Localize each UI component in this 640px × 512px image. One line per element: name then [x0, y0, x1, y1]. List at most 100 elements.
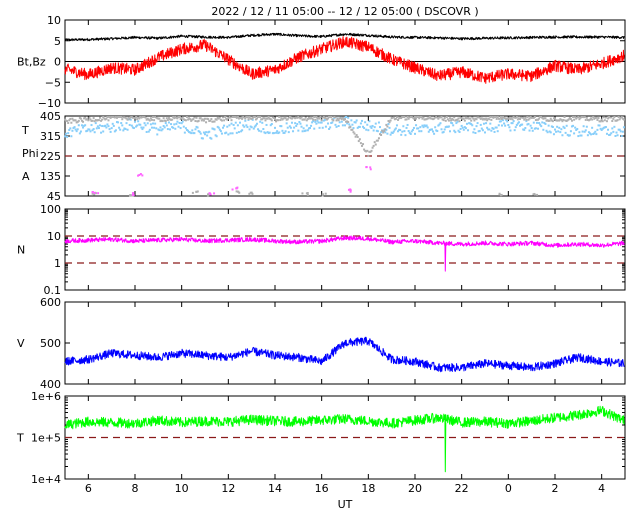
scatter-point-theta	[229, 132, 232, 135]
scatter-point-phi	[68, 119, 71, 122]
scatter-point-theta	[611, 127, 614, 130]
scatter-point-phi	[538, 117, 541, 120]
scatter-point-phi	[113, 116, 116, 119]
scatter-point-phi	[533, 193, 536, 196]
scatter-point-phi	[192, 118, 195, 121]
scatter-point-theta	[602, 126, 605, 129]
scatter-point-phi	[544, 117, 547, 120]
scatter-point-phi	[490, 118, 493, 121]
scatter-point-theta	[438, 123, 441, 126]
scatter-point-theta	[471, 124, 474, 127]
scatter-point-theta	[92, 128, 95, 131]
scatter-point-phi	[428, 116, 431, 118]
scatter-point-phi	[190, 119, 193, 122]
scatter-point-phi	[82, 120, 85, 123]
scatter-point-phi	[510, 116, 513, 119]
scatter-point-theta	[465, 122, 468, 125]
scatter-point-theta	[508, 126, 511, 129]
scatter-point-phi	[498, 117, 501, 120]
scatter-point-theta	[287, 131, 290, 134]
scatter-point-phi	[504, 117, 507, 120]
y-tick-label: 1e+4	[31, 473, 61, 486]
x-tick-label: 18	[361, 482, 375, 495]
scatter-point-theta	[574, 126, 577, 129]
scatter-point-phi	[408, 116, 411, 119]
scatter-point-phi	[325, 118, 328, 121]
scatter-point-phi	[462, 117, 465, 120]
scatter-point-theta	[288, 125, 291, 128]
scatter-point-phi	[251, 192, 254, 195]
scatter-point-theta	[531, 129, 534, 132]
scatter-point-theta	[198, 130, 201, 133]
scatter-point-theta	[454, 131, 457, 134]
scatter-point-theta	[520, 123, 523, 126]
scatter-point-theta	[612, 130, 615, 133]
scatter-point-phi	[290, 117, 293, 120]
scatter-point-phi	[279, 119, 282, 122]
scatter-point-theta	[392, 130, 395, 133]
y-tick-label: 1e+5	[31, 432, 61, 445]
scatter-point-phi	[301, 192, 304, 195]
scatter-point-phi	[498, 192, 501, 195]
scatter-point-phi	[196, 190, 199, 193]
scatter-point-theta	[475, 125, 478, 128]
y-tick-label: 500	[40, 337, 61, 350]
scatter-point-theta	[533, 127, 536, 130]
scatter-point-theta	[181, 120, 184, 123]
scatter-point-phi	[590, 117, 593, 120]
scatter-point-phi	[333, 116, 336, 119]
scatter-point-theta	[429, 128, 432, 131]
scatter-point-phi	[165, 117, 168, 120]
scatter-point-phi	[523, 118, 526, 121]
scatter-point-phi	[371, 146, 374, 149]
scatter-point-phi	[230, 119, 233, 122]
scatter-point-theta	[293, 126, 296, 129]
scatter-point-theta	[562, 125, 565, 128]
scatter-point-theta	[601, 127, 604, 130]
scatter-point-phi	[376, 139, 379, 142]
scatter-point-theta	[141, 128, 144, 131]
scatter-point-theta	[552, 133, 555, 136]
scatter-point-phi	[121, 118, 124, 121]
scatter-point-theta	[555, 130, 558, 133]
scatter-point-phi_alt	[365, 166, 368, 169]
scatter-point-theta	[439, 122, 442, 125]
scatter-point-phi	[532, 116, 535, 119]
scatter-point-phi	[195, 190, 198, 193]
scatter-point-phi	[304, 116, 307, 119]
scatter-point-phi	[387, 119, 390, 122]
scatter-point-phi	[324, 117, 327, 120]
scatter-point-phi	[404, 118, 407, 121]
scatter-point-theta	[155, 127, 158, 130]
scatter-point-theta	[297, 129, 300, 132]
scatter-point-phi	[322, 193, 325, 196]
scatter-point-phi	[206, 195, 209, 198]
scatter-point-phi	[313, 116, 316, 118]
scatter-point-theta	[451, 122, 454, 125]
scatter-point-theta	[581, 130, 584, 133]
scatter-point-theta	[560, 128, 563, 131]
scatter-point-theta	[458, 130, 461, 133]
scatter-point-phi	[300, 116, 303, 119]
scatter-point-theta	[376, 130, 379, 133]
scatter-point-theta	[175, 122, 178, 125]
scatter-point-phi	[138, 117, 141, 120]
scatter-point-phi	[319, 116, 322, 118]
scatter-point-phi	[185, 116, 188, 118]
scatter-point-phi	[514, 116, 517, 119]
scatter-point-theta	[79, 130, 82, 133]
scatter-point-phi	[191, 118, 194, 121]
scatter-point-phi	[433, 117, 436, 120]
scatter-point-phi	[362, 143, 365, 146]
scatter-point-phi	[134, 117, 136, 120]
scatter-point-phi	[438, 116, 441, 119]
scatter-point-phi	[412, 117, 415, 120]
scatter-point-phi	[432, 118, 435, 121]
scatter-point-phi	[150, 118, 153, 121]
scatter-point-theta	[596, 128, 599, 131]
scatter-point-phi	[344, 118, 346, 121]
scatter-point-theta	[245, 124, 248, 127]
scatter-point-phi	[197, 119, 200, 122]
scatter-point-phi	[142, 116, 145, 118]
scatter-point-phi	[599, 120, 602, 123]
